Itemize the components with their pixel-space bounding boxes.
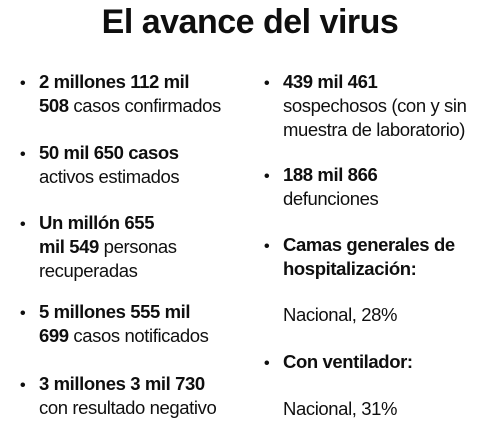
stat-beds: • Camas generales de hospitalización: xyxy=(264,233,455,281)
stat-recovered-label: personas xyxy=(98,236,177,257)
stat-recovered: • Un millón 655 mil 549 personas recupera… xyxy=(20,211,177,283)
stat-active-label: activos estimados xyxy=(39,166,180,187)
stat-beds-heading: Camas generales de xyxy=(283,234,455,255)
stat-confirmed-value-cont: 508 xyxy=(39,95,69,116)
stat-notified-label: casos notificados xyxy=(68,325,209,346)
bullet-icon: • xyxy=(20,305,26,322)
stat-suspected: • 439 mil 461 sospechosos (con y sin mues… xyxy=(264,70,467,142)
stat-suspected-label: sospechosos (con y sin xyxy=(283,95,467,116)
stat-ventilator-value: Nacional, 31% xyxy=(283,398,398,419)
stat-confirmed: • 2 millones 112 mil 508 casos confirmado… xyxy=(20,70,221,118)
bullet-icon: • xyxy=(264,238,270,255)
stat-notified-value-cont: 699 xyxy=(39,325,69,346)
stat-active-value: 50 mil 650 casos xyxy=(39,142,179,163)
stat-notified: • 5 millones 555 mil 699 casos notificado… xyxy=(20,300,209,348)
stat-confirmed-value: 2 millones 112 mil xyxy=(39,71,190,92)
bullet-icon: • xyxy=(20,146,26,163)
stat-active: • 50 mil 650 casos activos estimados xyxy=(20,141,180,189)
stat-deaths-label: defunciones xyxy=(283,188,379,209)
page-title: El avance del virus xyxy=(101,3,399,41)
stat-suspected-label-cont: muestra de laboratorio) xyxy=(283,119,466,140)
stat-recovered-value-cont: mil 549 xyxy=(39,236,99,257)
stat-recovered-value: Un millón 655 xyxy=(39,212,155,233)
stat-beds-heading-cont: hospitalización: xyxy=(283,258,417,279)
bullet-icon: • xyxy=(20,75,26,92)
stat-negative: • 3 millones 3 mil 730 con resultado nega… xyxy=(20,372,217,420)
bullet-icon: • xyxy=(264,75,270,92)
stat-notified-value: 5 millones 555 mil xyxy=(39,301,191,322)
stat-negative-value: 3 millones 3 mil 730 xyxy=(39,373,205,394)
stat-beds-value: Nacional, 28% xyxy=(283,304,398,325)
stat-deaths: • 188 mil 866 defunciones xyxy=(264,163,379,211)
stat-ventilator: • Con ventilador: xyxy=(264,350,413,374)
stat-deaths-value: 188 mil 866 xyxy=(283,164,378,185)
stat-suspected-value: 439 mil 461 xyxy=(283,71,378,92)
stat-ventilator-heading: Con ventilador: xyxy=(283,351,413,372)
stat-negative-label: con resultado negativo xyxy=(39,397,217,418)
bullet-icon: • xyxy=(20,216,26,233)
bullet-icon: • xyxy=(264,168,270,185)
stat-confirmed-label: casos confirmados xyxy=(68,95,221,116)
bullet-icon: • xyxy=(20,377,26,394)
stat-recovered-label-cont: recuperadas xyxy=(39,260,138,281)
bullet-icon: • xyxy=(264,355,270,372)
